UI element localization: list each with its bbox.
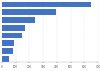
- Bar: [2, 40, 14, 46]
- Bar: [2, 56, 9, 61]
- Bar: [2, 25, 25, 31]
- Bar: [2, 33, 22, 38]
- Bar: [2, 2, 91, 7]
- Bar: [2, 9, 56, 15]
- Bar: [2, 48, 13, 54]
- Bar: [2, 17, 35, 23]
